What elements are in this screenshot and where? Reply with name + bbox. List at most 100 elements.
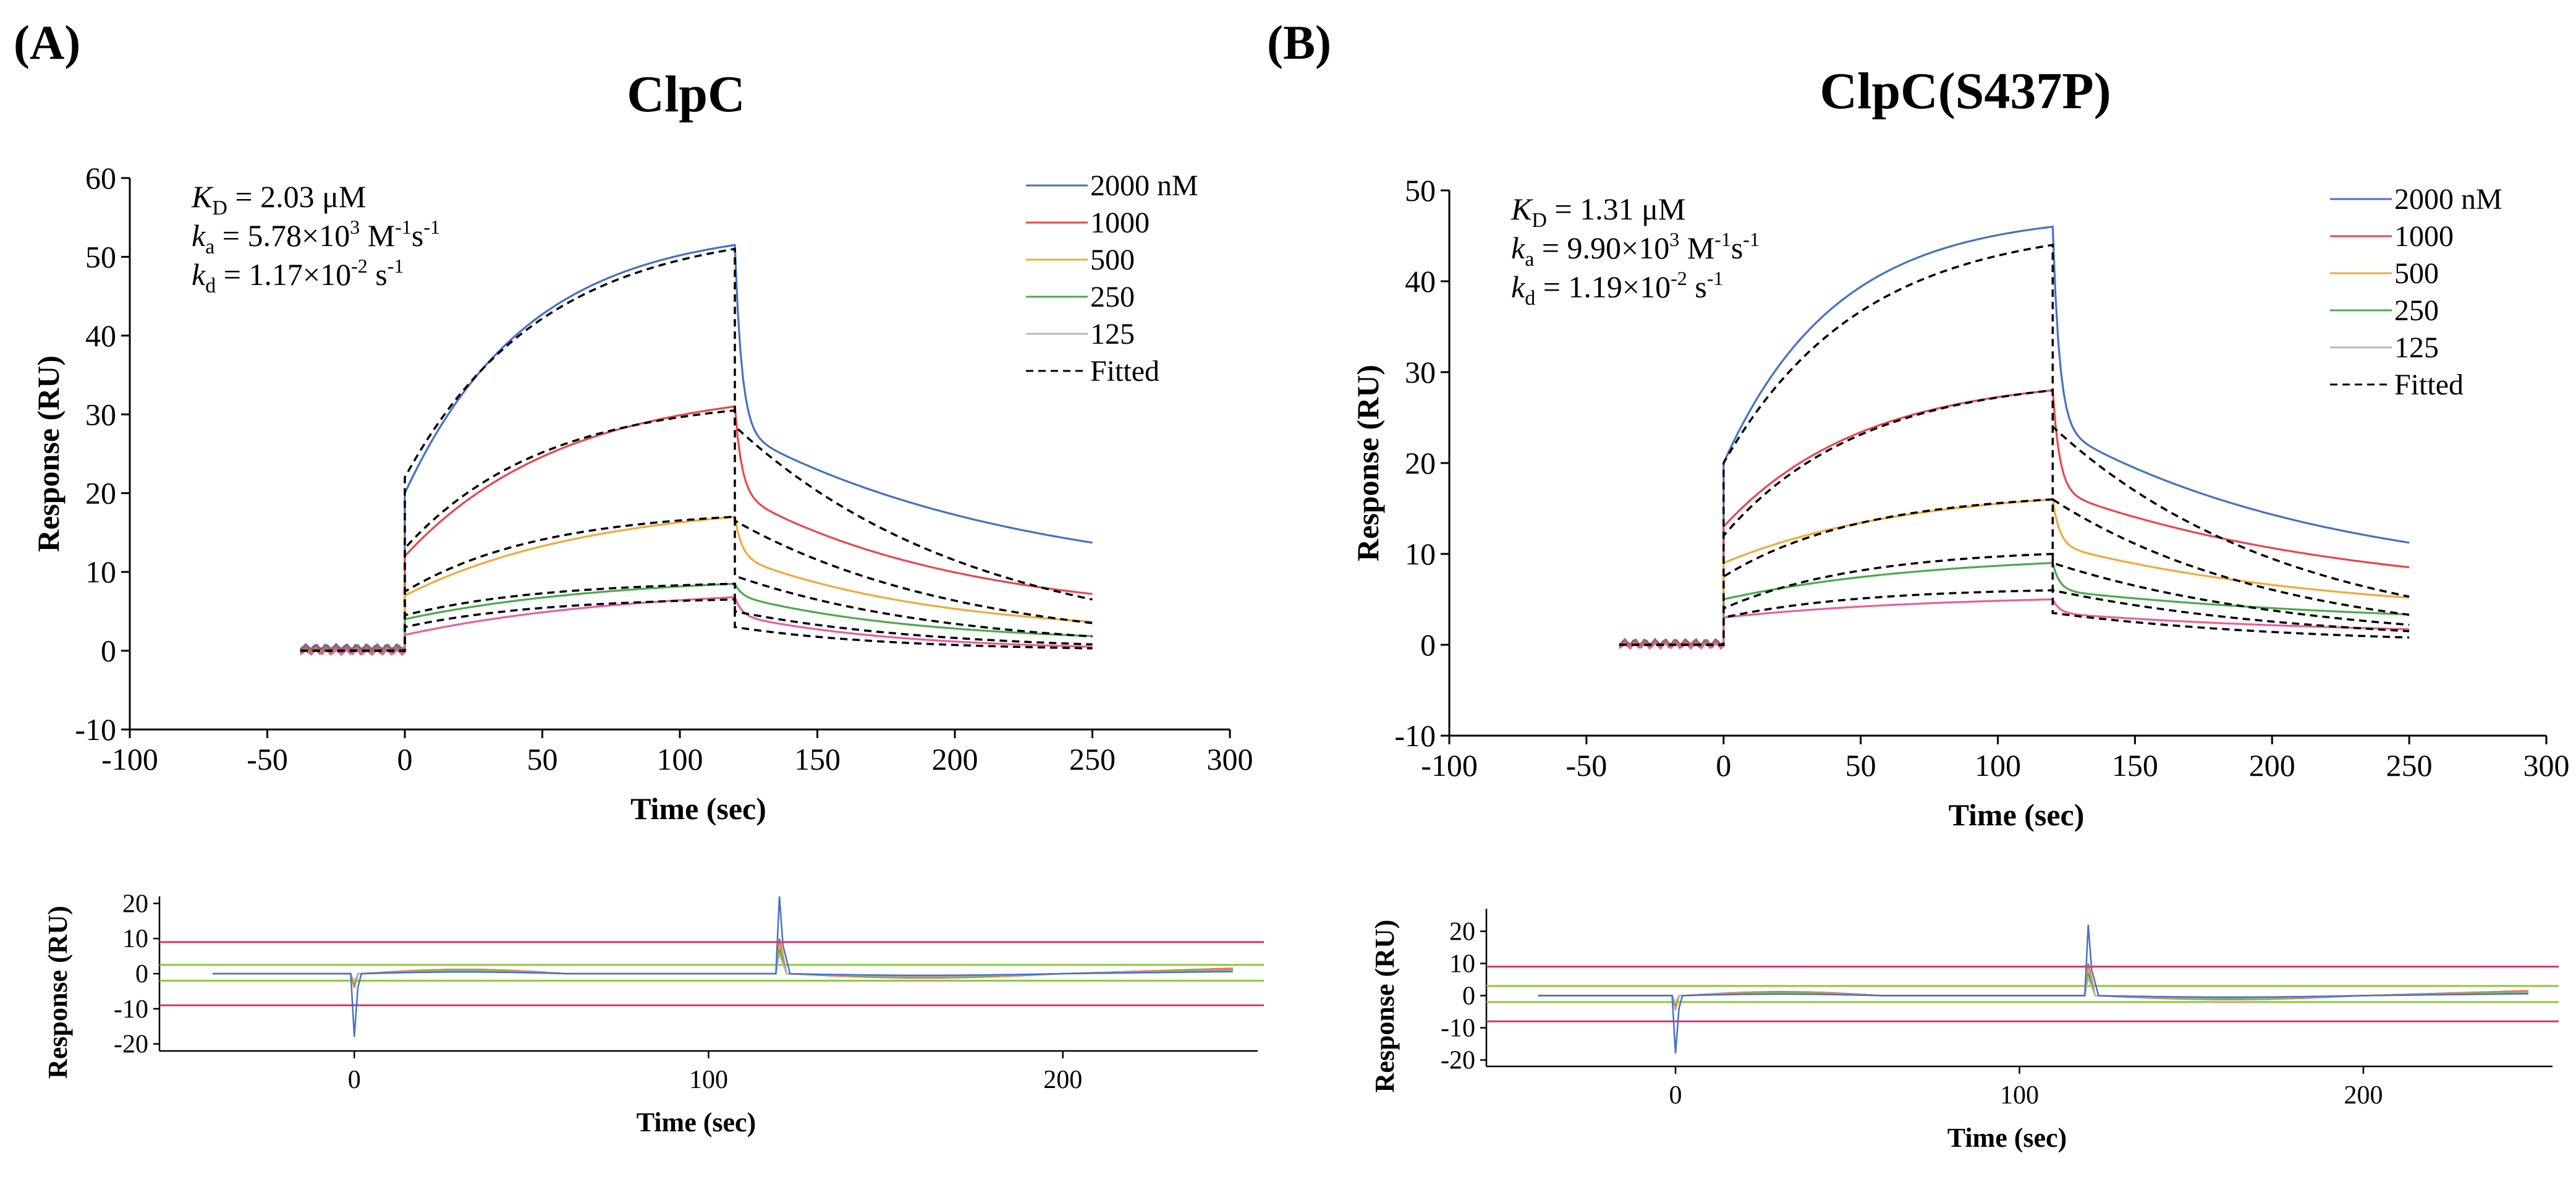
residual-trace	[1538, 975, 2529, 1005]
x-tick-label: -100	[101, 742, 158, 776]
series-line-500	[299, 516, 1093, 655]
x-axis-label: Time (sec)	[630, 791, 766, 826]
legend-label: 1000	[1090, 206, 1150, 239]
x-tick-label: -50	[247, 742, 288, 776]
x-tick-label: -50	[1566, 748, 1608, 783]
panel-label-b: (B)	[1267, 15, 1331, 69]
residual-trace	[213, 896, 1233, 1037]
y-tick-label: -10	[1441, 1014, 1475, 1043]
legend-label: 250	[1090, 281, 1135, 313]
y-tick-label: -10	[1394, 718, 1436, 753]
y-tick-label: 0	[1420, 627, 1436, 662]
residual-trace	[213, 951, 1233, 984]
x-axis-label: Time (sec)	[637, 1107, 756, 1137]
kdis-line-a: kd = 1.17×10-2 s-1	[192, 255, 404, 297]
legend-label: 125	[1090, 318, 1135, 351]
x-tick-label: 250	[2386, 748, 2433, 783]
x-tick-label: 50	[527, 742, 558, 776]
x-tick-label: 0	[397, 742, 413, 776]
y-tick-label: 20	[122, 890, 148, 918]
legend-label: 2000 nM	[2394, 183, 2502, 216]
y-tick-label: 0	[101, 634, 116, 668]
legend-label: 500	[1090, 244, 1135, 276]
x-tick-label: 150	[794, 742, 841, 776]
y-tick-label: 10	[1405, 537, 1436, 571]
fitted-line	[1619, 389, 2410, 646]
residual-trace	[1538, 967, 2529, 1010]
x-tick-label: 150	[2112, 748, 2158, 783]
x-tick-label: 0	[348, 1066, 361, 1094]
legend-label: 250	[2394, 294, 2439, 327]
x-axis-label: Time (sec)	[1947, 1123, 2067, 1153]
y-tick-label: 20	[1405, 446, 1436, 480]
y-tick-label: 10	[122, 925, 148, 953]
y-tick-label: 10	[1449, 950, 1475, 978]
series-line-125	[299, 596, 1093, 657]
residual-trace	[1538, 924, 2529, 1054]
x-axis-label: Time (sec)	[1949, 797, 2085, 832]
fitted-line	[300, 409, 1093, 652]
y-tick-label: -20	[1441, 1047, 1475, 1075]
y-tick-label: 60	[85, 161, 116, 195]
fitted-line	[1619, 244, 2410, 646]
y-tick-label: 0	[135, 960, 148, 989]
series-line-1000	[299, 405, 1093, 652]
ka-line-a: ka = 5.78×103 M-1s-1	[192, 216, 440, 258]
fitted-line	[1619, 553, 2410, 646]
residual-trace	[213, 948, 1233, 986]
y-axis-label: Response (RU)	[43, 906, 73, 1079]
legend-label: 125	[2394, 331, 2439, 364]
chart-title-a: ClpC	[627, 66, 745, 123]
series-line-1000	[1619, 389, 2410, 647]
residual-trace	[1538, 972, 2529, 1007]
legend-label: Fitted	[1090, 355, 1159, 388]
legend-label: 1000	[2394, 220, 2454, 253]
x-tick-label: 300	[1207, 742, 1253, 776]
fitted-line	[1619, 589, 2410, 646]
y-tick-label: 50	[1405, 173, 1436, 208]
kinetic-params-b: KD = 1.31 μM ka = 9.90×103 M-1s-1 kd = 1…	[1510, 192, 1760, 310]
x-tick-label: 100	[689, 1066, 728, 1094]
y-tick-label: 40	[85, 318, 116, 353]
fitted-line	[300, 247, 1093, 652]
chart-title-b: ClpC(S437P)	[1820, 62, 2111, 120]
x-tick-label: 100	[1975, 748, 2021, 783]
legend-label: 2000 nM	[1090, 169, 1198, 202]
y-tick-label: 20	[85, 476, 116, 511]
x-tick-label: 0	[1716, 748, 1731, 783]
panel-label-a: (A)	[14, 15, 80, 69]
ka-line-b: ka = 9.90×103 M-1s-1	[1511, 228, 1760, 271]
y-tick-label: -10	[75, 712, 116, 747]
x-tick-label: 100	[2000, 1081, 2039, 1110]
kinetic-params-a: KD = 2.03 μM ka = 5.78×103 M-1s-1 kd = 1…	[191, 179, 440, 297]
y-tick-label: 40	[1405, 264, 1436, 299]
y-tick-label: -10	[114, 995, 148, 1024]
y-tick-label: 30	[1405, 355, 1436, 389]
kd-line-a: KD = 2.03 μM	[191, 179, 366, 219]
x-tick-label: 100	[657, 742, 703, 776]
series-line-250	[1619, 562, 2410, 649]
x-tick-label: 0	[1669, 1081, 1682, 1110]
y-tick-label: 10	[85, 555, 116, 589]
series-line-2000-nM	[1619, 226, 2410, 647]
x-tick-label: 200	[932, 742, 978, 776]
y-tick-label: 20	[1449, 917, 1475, 946]
fitted-line	[300, 598, 1093, 652]
x-tick-label: 300	[2523, 748, 2570, 783]
kd-line-b: KD = 1.31 μM	[1510, 192, 1685, 232]
y-tick-label: 30	[85, 397, 116, 432]
x-tick-label: 200	[2249, 748, 2295, 783]
series-line-125	[1619, 598, 2410, 650]
legend-label: Fitted	[2394, 368, 2464, 401]
y-axis-label: Response (RU)	[1370, 920, 1400, 1093]
y-axis-label: Response (RU)	[1350, 365, 1385, 561]
x-tick-label: 250	[1069, 742, 1116, 776]
series-line-2000-nM	[299, 244, 1093, 651]
fitted-line	[1619, 498, 2410, 646]
